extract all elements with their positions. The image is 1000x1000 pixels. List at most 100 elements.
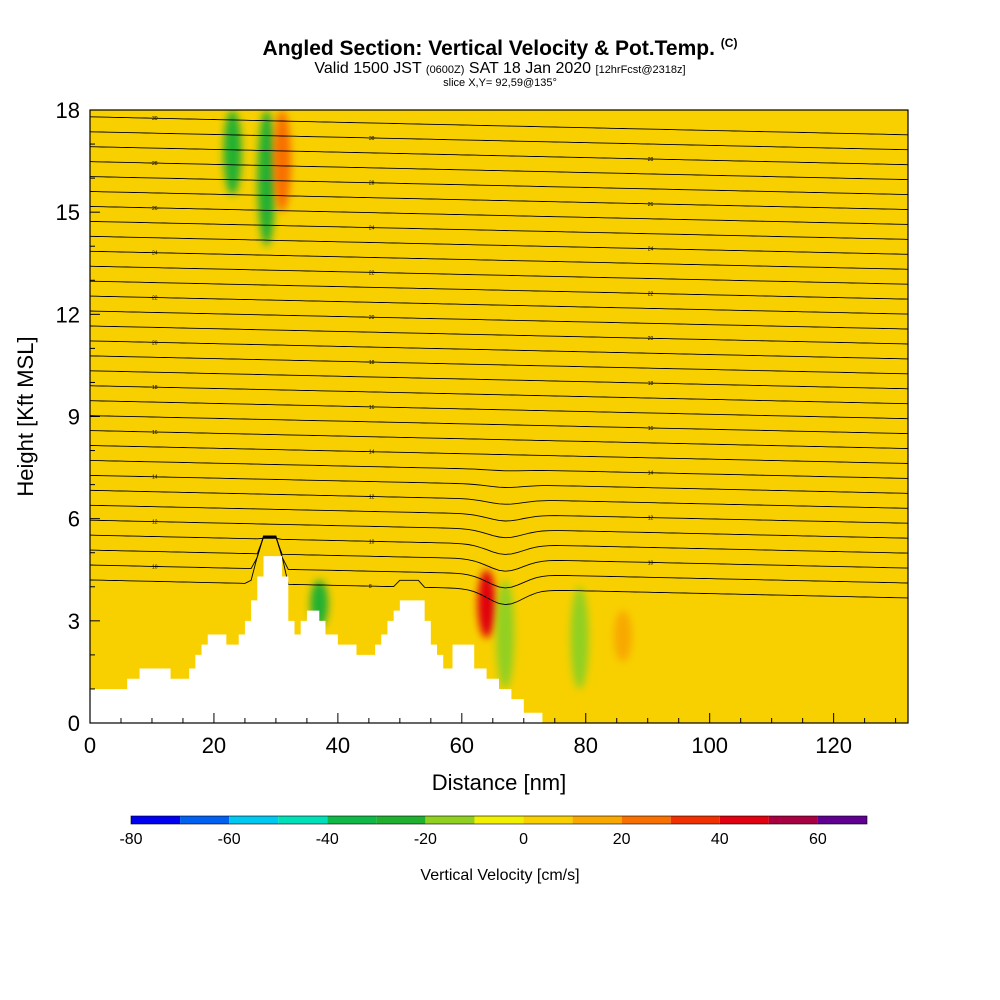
contour-line xyxy=(90,295,908,315)
contour-label: 10 xyxy=(648,560,654,566)
contour-line xyxy=(90,534,908,555)
contour-label: 20 xyxy=(369,315,375,321)
y-tick-label: 9 xyxy=(68,405,80,430)
x-tick-label: 60 xyxy=(450,733,474,758)
contour-label: 16 xyxy=(369,405,375,411)
x-axis-title: Distance [nm] xyxy=(432,770,567,795)
chart-title-text: Angled Section: Vertical Velocity & Pot.… xyxy=(262,37,715,60)
contour-line xyxy=(90,161,908,181)
y-tick-label: 12 xyxy=(56,302,80,327)
colorbar-tick-label: 40 xyxy=(711,831,729,848)
contour-line xyxy=(90,504,908,524)
y-axis-title: Height [Kft MSL] xyxy=(13,336,38,496)
colorbar-swatch xyxy=(278,816,328,824)
contour-label: 18 xyxy=(152,385,158,391)
x-tick-label: 0 xyxy=(84,733,96,758)
colorbar-tick-label: -60 xyxy=(218,831,241,848)
velocity-feature xyxy=(223,110,242,196)
contour-label: 16 xyxy=(152,430,158,436)
contour-label: 24 xyxy=(369,226,375,232)
y-tick-label: 18 xyxy=(56,98,80,123)
y-tick-label: 3 xyxy=(68,609,80,634)
contour-line xyxy=(90,385,908,405)
chart-title-suffix: (C) xyxy=(720,36,738,50)
contour-line xyxy=(90,235,908,255)
valid-time: Valid 1500 JST xyxy=(314,60,422,77)
x-tick-label: 20 xyxy=(202,733,226,758)
contour-line xyxy=(90,400,908,420)
contour-line xyxy=(90,280,908,300)
contour-line xyxy=(90,325,908,345)
contour-label: 20 xyxy=(648,336,654,342)
contour-label: 26 xyxy=(648,202,654,208)
y-tick-label: 0 xyxy=(68,711,80,736)
contour-label: 28 xyxy=(369,181,375,187)
colorbar-title: Vertical Velocity [cm/s] xyxy=(420,867,579,884)
contour-label: 10 xyxy=(152,564,158,570)
valid-date: SAT 18 Jan 2020 xyxy=(468,60,592,77)
colorbar-swatch xyxy=(425,816,475,824)
valid-zulu: (0600Z) xyxy=(425,64,465,76)
contour-label: 12 xyxy=(152,520,158,526)
plot-area: 30 30 28 28 28 26 26 24 24 24 22 22 22 20 20 20 18 18 18 16… xyxy=(90,110,908,723)
chart-subtitle: Valid 1500 JST (0600Z) SAT 18 Jan 2020 [… xyxy=(0,60,1000,78)
contour-line xyxy=(90,220,908,240)
contour-line xyxy=(90,430,908,449)
contour-line xyxy=(90,146,908,166)
contour-line xyxy=(90,415,908,435)
colorbar-swatch xyxy=(327,816,377,824)
pot-temp-contours: 30 30 28 28 28 26 26 24 24 24 22 22 22 20 20 20 18 18 18 16… xyxy=(90,116,908,606)
contour-line xyxy=(90,459,908,479)
contour-line xyxy=(90,265,908,285)
colorbar-swatch xyxy=(670,816,720,824)
contour-label: 14 xyxy=(152,475,158,481)
forecast-info: [12hrFcst@2318z] xyxy=(595,64,686,76)
contour-line xyxy=(90,310,908,330)
x-tick-label: 120 xyxy=(815,733,852,758)
contour-label: 24 xyxy=(152,251,158,257)
contour-line xyxy=(90,474,908,494)
velocity-feature xyxy=(257,110,276,247)
contour-label: 22 xyxy=(152,295,158,301)
contour-line xyxy=(90,445,908,464)
chart-title: Angled Section: Vertical Velocity & Pot.… xyxy=(0,36,1000,61)
contour-line xyxy=(90,116,908,136)
velocity-features xyxy=(223,110,632,689)
contour-label: 16 xyxy=(648,426,654,432)
x-tick-label: 80 xyxy=(574,733,598,758)
colorbar-swatch xyxy=(621,816,671,824)
velocity-feature xyxy=(496,579,515,689)
contour-label: 14 xyxy=(648,471,654,477)
contour-label: 14 xyxy=(369,450,375,456)
colorbar-tick-label: 60 xyxy=(809,831,827,848)
velocity-feature xyxy=(570,586,589,689)
colorbar-tick-label: -80 xyxy=(119,831,142,848)
terrain xyxy=(90,556,908,723)
colorbar: -80 -60 -40 -20 0 20 40 60 Vertical Velocity [cm… xyxy=(119,815,868,884)
contour-line xyxy=(90,535,908,606)
contour-line xyxy=(90,206,908,225)
contour-label: 28 xyxy=(152,161,158,167)
contour-label: 22 xyxy=(648,291,654,297)
colorbar-swatch xyxy=(229,816,279,824)
contour-line xyxy=(90,489,908,509)
colorbar-tick-label: 20 xyxy=(613,831,631,848)
contour-label: 8 xyxy=(369,584,372,590)
colorbar-swatch xyxy=(719,816,769,824)
colorbar-swatch xyxy=(131,816,181,824)
colorbar-swatch xyxy=(474,816,524,824)
colorbar-swatch xyxy=(523,816,573,824)
contour-label: 28 xyxy=(648,157,654,163)
y-tick-label: 6 xyxy=(68,507,80,532)
contour-label: 30 xyxy=(369,136,375,142)
colorbar-tick-label: -20 xyxy=(414,831,437,848)
contour-line xyxy=(90,519,908,539)
colorbar-swatch xyxy=(180,816,230,824)
contour-label: 18 xyxy=(369,360,375,366)
y-tick-label: 15 xyxy=(56,200,80,225)
contour-label: 12 xyxy=(648,516,654,522)
contour-line xyxy=(90,191,908,210)
contour-line xyxy=(90,131,908,151)
contour-label: 20 xyxy=(152,340,158,346)
